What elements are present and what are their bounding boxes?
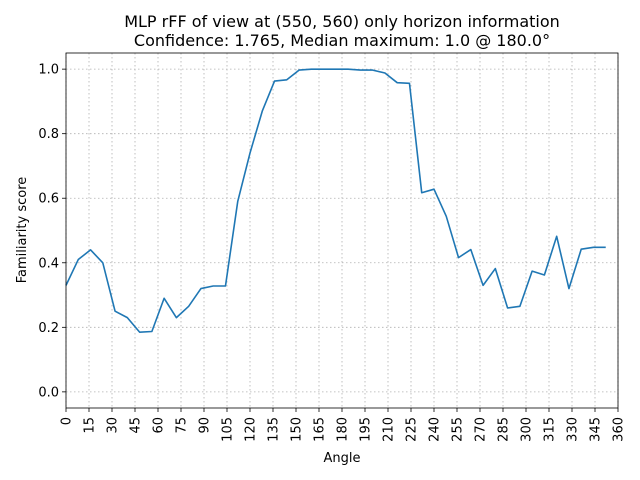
chart-title: MLP rFF of view at (550, 560) only horiz… [124,12,560,31]
x-tick-label: 45 [129,417,144,434]
x-tick-label: 135 [267,417,282,442]
x-tick-label: 105 [221,417,236,442]
x-tick-label: 90 [198,417,213,434]
y-axis: 0.0 0.2 0.4 0.6 0.8 1.0 [38,63,66,400]
x-tick-label: 180 [336,417,351,442]
x-tick-label: 240 [428,417,443,442]
x-tick-label: 255 [451,417,466,442]
series-line [65,68,606,333]
x-tick-label: 225 [405,417,420,442]
grid [65,53,619,408]
x-axis: 0 15 30 45 60 75 90 105 120 135 150 165 180 195 210 225… [60,408,627,442]
series-layer [65,68,606,333]
x-tick-label: 60 [152,417,167,434]
x-axis-label: Angle [324,451,361,466]
y-tick-label: 1.0 [38,63,59,78]
y-tick-label: 0.6 [38,192,59,207]
x-tick-label: 270 [474,417,489,442]
x-tick-label: 75 [175,417,190,434]
x-tick-label: 285 [497,417,512,442]
y-axis-label: Familiarity score [15,177,30,284]
x-tick-label: 345 [589,417,604,442]
x-tick-label: 315 [543,417,558,442]
x-tick-label: 300 [520,417,535,442]
x-tick-label: 30 [106,417,121,434]
y-tick-label: 0.8 [38,127,59,142]
chart-subtitle: Confidence: 1.765, Median maximum: 1.0 @… [134,31,550,50]
x-tick-label: 360 [612,417,627,442]
y-tick-label: 0.2 [38,321,59,336]
y-tick-label: 0.0 [38,385,59,400]
x-tick-label: 165 [313,417,328,442]
x-tick-label: 195 [359,417,374,442]
x-tick-label: 120 [244,417,259,442]
x-tick-label: 15 [83,417,98,434]
x-tick-label: 150 [290,417,305,442]
x-tick-label: 330 [566,417,581,442]
y-tick-label: 0.4 [38,256,59,271]
x-tick-label: 210 [382,417,397,442]
x-tick-label: 0 [60,417,75,425]
